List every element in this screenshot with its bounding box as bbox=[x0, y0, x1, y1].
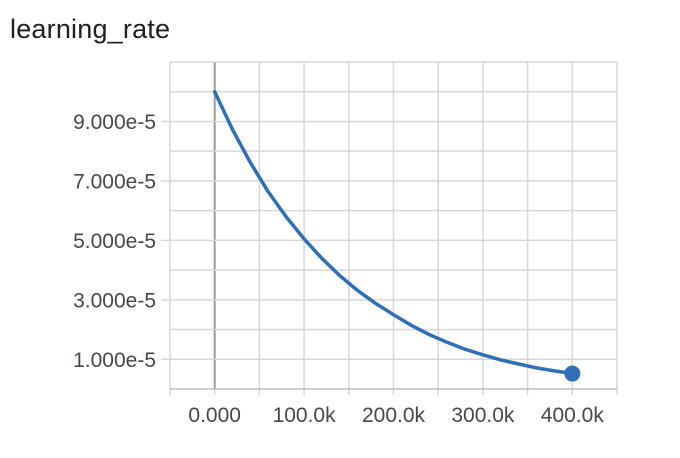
y-tick-label: 1.000e-5 bbox=[73, 349, 156, 372]
y-tick-label: 3.000e-5 bbox=[73, 289, 156, 312]
y-tick-label: 9.000e-5 bbox=[73, 111, 156, 134]
x-tick-label: 300.0k bbox=[451, 404, 515, 427]
x-tick-label: 0.000 bbox=[188, 404, 241, 427]
y-tick-label: 5.000e-5 bbox=[73, 230, 156, 253]
chart-title: learning_rate bbox=[10, 14, 171, 44]
series-end-dot bbox=[564, 365, 581, 382]
series-line bbox=[212, 89, 575, 376]
x-tick-label: 400.0k bbox=[541, 404, 605, 427]
x-tick-label: 100.0k bbox=[273, 404, 337, 427]
x-tick-label: 200.0k bbox=[362, 404, 426, 427]
y-tick-label: 7.000e-5 bbox=[73, 170, 156, 193]
